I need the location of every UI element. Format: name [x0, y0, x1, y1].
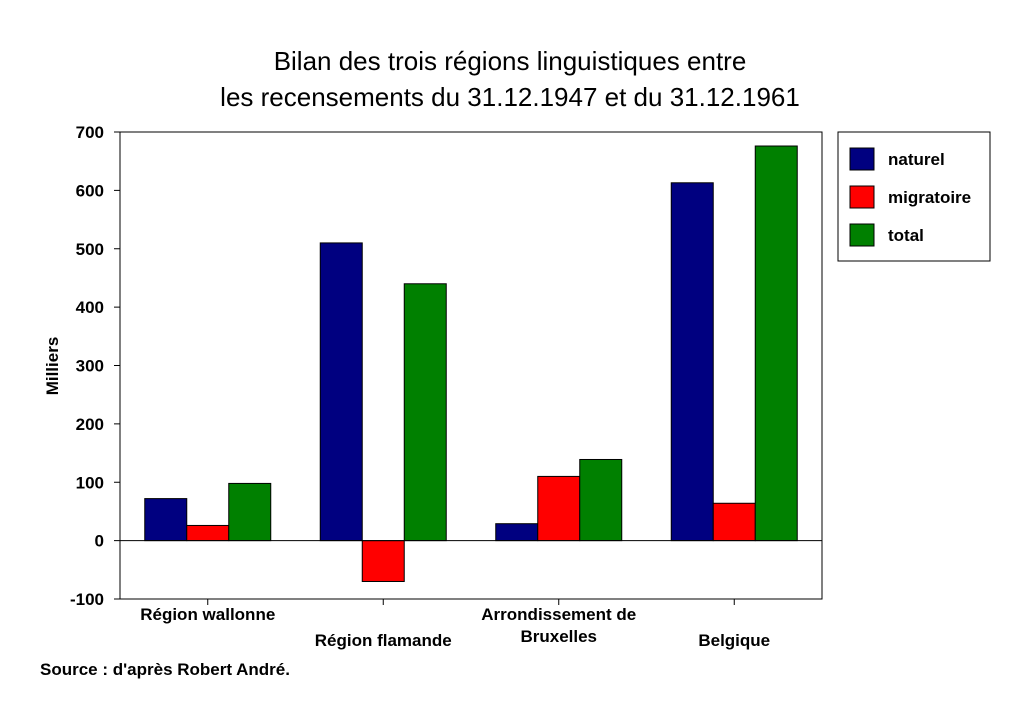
x-category-label: Belgique — [698, 631, 770, 650]
bar-naturel — [670, 182, 714, 542]
x-category-label: Région flamande — [315, 631, 452, 650]
y-tick-label: 400 — [76, 298, 104, 317]
bar-migratoire — [712, 502, 756, 542]
bar-migratoire — [186, 524, 230, 542]
chart-title: Bilan des trois régions linguistiques en… — [220, 46, 800, 112]
legend: naturel migratoire total — [837, 131, 991, 262]
legend-swatch-total — [849, 223, 875, 247]
source-note: Source : d'après Robert André. — [40, 660, 290, 679]
y-tick-label: 600 — [76, 181, 104, 200]
x-axis: Région wallonne Région flamande Arrondisse… — [140, 599, 770, 650]
y-tick-label: 200 — [76, 415, 104, 434]
y-tick-label: 100 — [76, 473, 104, 492]
legend-swatch-migratoire — [849, 185, 875, 209]
y-tick-label: 0 — [95, 532, 104, 551]
bar-migratoire — [537, 475, 581, 542]
y-tick-label: 500 — [76, 240, 104, 259]
x-category-label: Arrondissement de — [481, 605, 636, 624]
y-tick-label: 700 — [76, 123, 104, 142]
legend-label-total: total — [888, 226, 924, 245]
y-axis-label: Milliers — [43, 337, 62, 396]
legend-label-naturel: naturel — [888, 150, 945, 169]
chart-title-line-1: Bilan des trois régions linguistiques en… — [274, 46, 747, 76]
bar-total — [228, 482, 272, 542]
legend-label-migratoire: migratoire — [888, 188, 971, 207]
x-category-label: Bruxelles — [520, 627, 597, 646]
bar-total — [403, 283, 447, 542]
bar-total — [579, 458, 623, 542]
bar-naturel — [144, 498, 188, 542]
bar-total — [754, 145, 798, 542]
legend-swatch-naturel — [849, 147, 875, 171]
bar-naturel — [319, 242, 363, 542]
bar-naturel — [495, 523, 539, 542]
y-tick-label: -100 — [70, 590, 104, 609]
bars — [144, 145, 798, 582]
y-axis: -100 0 100 200 300 400 500 600 700 — [70, 123, 120, 609]
y-tick-label: 300 — [76, 357, 104, 376]
chart-title-line-2: les recensements du 31.12.1947 et du 31.… — [220, 82, 800, 112]
x-category-label: Région wallonne — [140, 605, 275, 624]
bar-migratoire — [361, 540, 405, 582]
